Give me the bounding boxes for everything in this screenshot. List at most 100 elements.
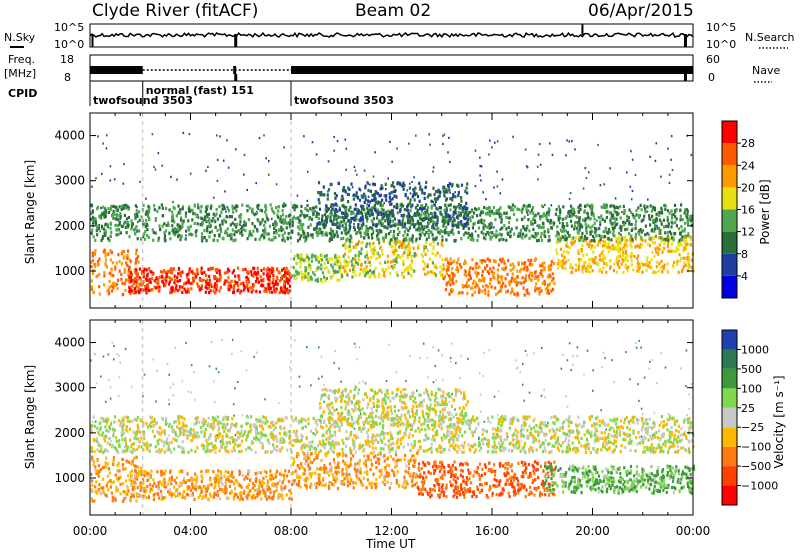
heatmap-cell bbox=[641, 230, 643, 233]
heatmap-cell bbox=[358, 188, 360, 191]
heatmap-cell bbox=[152, 478, 154, 481]
heatmap-cell bbox=[146, 479, 148, 482]
heatmap-cell bbox=[684, 211, 686, 214]
heatmap-cell bbox=[394, 218, 396, 221]
heatmap-cell bbox=[557, 262, 559, 265]
heatmap-cell bbox=[179, 212, 181, 215]
heatmap-cell bbox=[360, 217, 362, 220]
heatmap-cell bbox=[530, 279, 532, 282]
heatmap-cell bbox=[265, 213, 267, 216]
heatmap-cell bbox=[443, 267, 445, 270]
heatmap-cell bbox=[487, 293, 489, 296]
heatmap-cell bbox=[191, 391, 193, 393]
heatmap-cell bbox=[328, 188, 330, 191]
heatmap-cell bbox=[644, 377, 646, 379]
heatmap-cell bbox=[454, 191, 456, 193]
heatmap-cell bbox=[683, 261, 685, 264]
heatmap-cell bbox=[493, 186, 495, 188]
heatmap-cell bbox=[183, 282, 185, 285]
heatmap-cell bbox=[582, 271, 584, 274]
heatmap-cell bbox=[263, 224, 265, 227]
heatmap-cell bbox=[286, 474, 288, 477]
heatmap-cell bbox=[562, 354, 564, 356]
heatmap-cell bbox=[173, 290, 175, 293]
heatmap-cell bbox=[213, 219, 215, 222]
heatmap-cell bbox=[246, 189, 248, 191]
heatmap-cell bbox=[678, 271, 680, 274]
y-tick-label: 4000 bbox=[54, 129, 85, 143]
heatmap-cell bbox=[635, 220, 637, 223]
heatmap-cell bbox=[120, 492, 122, 495]
heatmap-cell bbox=[451, 414, 453, 416]
heatmap-cell bbox=[685, 385, 687, 387]
heatmap-cell bbox=[179, 285, 181, 288]
heatmap-cell bbox=[272, 274, 274, 277]
heatmap-cell bbox=[256, 211, 258, 214]
heatmap-cell bbox=[127, 489, 129, 492]
heatmap-cell bbox=[464, 273, 466, 276]
heatmap-cell bbox=[248, 218, 250, 221]
heatmap-cell bbox=[355, 246, 357, 249]
heatmap-cell bbox=[285, 215, 287, 218]
heatmap-cell bbox=[425, 203, 427, 206]
heatmap-cell bbox=[584, 209, 586, 212]
heatmap-cell bbox=[586, 237, 588, 240]
heatmap-cell bbox=[500, 192, 502, 194]
heatmap-cell bbox=[211, 230, 213, 233]
heatmap-cell bbox=[648, 368, 650, 370]
heatmap-cell bbox=[231, 215, 233, 218]
heatmap-cell bbox=[185, 211, 187, 214]
heatmap-cell bbox=[229, 282, 231, 285]
heatmap-cell bbox=[110, 223, 112, 226]
heatmap-cell bbox=[214, 282, 216, 285]
heatmap-cell bbox=[559, 222, 561, 224]
heatmap-cell bbox=[124, 282, 126, 285]
heatmap-cell bbox=[235, 209, 237, 212]
heatmap-cell bbox=[532, 218, 534, 221]
heatmap-cell bbox=[428, 236, 430, 239]
heatmap-cell bbox=[123, 183, 125, 185]
heatmap-cell bbox=[485, 233, 487, 236]
heatmap-cell bbox=[570, 263, 572, 266]
heatmap-cell bbox=[623, 211, 625, 214]
heatmap-cell bbox=[330, 183, 332, 186]
heatmap-cell bbox=[110, 398, 112, 400]
heatmap-cell bbox=[372, 250, 374, 253]
heatmap-cell bbox=[527, 214, 529, 216]
heatmap-cell bbox=[208, 275, 210, 278]
heatmap-cell bbox=[402, 234, 404, 237]
heatmap-cell bbox=[635, 209, 637, 212]
heatmap-cell bbox=[191, 282, 193, 285]
heatmap-cell bbox=[288, 232, 290, 235]
heatmap-cell bbox=[161, 165, 163, 167]
heatmap-cell bbox=[158, 224, 160, 227]
heatmap-cell bbox=[680, 215, 682, 218]
heatmap-cell bbox=[188, 391, 190, 393]
heatmap-cell bbox=[665, 238, 667, 241]
heatmap-cell bbox=[616, 206, 618, 209]
heatmap-cell bbox=[242, 228, 244, 231]
heatmap-cell bbox=[340, 381, 342, 383]
heatmap-cell bbox=[578, 265, 580, 268]
heatmap-cell bbox=[345, 227, 347, 230]
heatmap-cell bbox=[564, 217, 566, 220]
heatmap-cell bbox=[414, 223, 416, 226]
heatmap-cell bbox=[387, 177, 389, 179]
heatmap-cell bbox=[280, 286, 282, 289]
heatmap-cell bbox=[636, 269, 638, 272]
heatmap-cell bbox=[329, 219, 331, 222]
heatmap-cell bbox=[579, 239, 581, 242]
heatmap-cell bbox=[419, 188, 421, 191]
heatmap-cell bbox=[660, 176, 662, 178]
heatmap-cell bbox=[331, 257, 333, 260]
heatmap-cell bbox=[655, 235, 657, 238]
heatmap-cell bbox=[463, 225, 465, 228]
heatmap-cell bbox=[656, 142, 658, 144]
heatmap-cell bbox=[163, 472, 165, 475]
heatmap-cell bbox=[411, 267, 413, 270]
heatmap-cell bbox=[321, 376, 323, 378]
heatmap-cell bbox=[512, 204, 514, 207]
heatmap-cell bbox=[301, 278, 303, 281]
heatmap-cell bbox=[310, 268, 312, 271]
heatmap-cell bbox=[204, 495, 206, 498]
